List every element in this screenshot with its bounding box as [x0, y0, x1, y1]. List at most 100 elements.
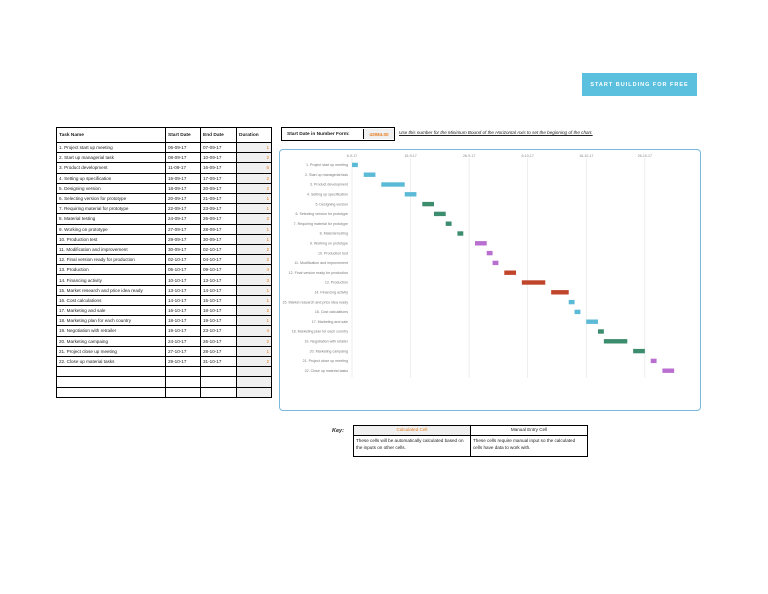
x-tick-label: 16-9-17: [404, 154, 416, 158]
start-date-cell[interactable]: 18-10-17: [165, 315, 201, 327]
start-date-cell[interactable]: 05-10-17: [165, 264, 201, 276]
start-date-cell[interactable]: 11-09-17: [165, 162, 201, 174]
task-name-cell[interactable]: 18. Marketing plan for each country: [56, 315, 166, 327]
start-date-cell[interactable]: [165, 376, 201, 388]
task-name-cell[interactable]: 22. Close up material tasks: [56, 355, 166, 368]
task-name-cell[interactable]: 2. Start up managerial task: [56, 152, 166, 164]
start-date-cell[interactable]: 22-09-17: [165, 203, 201, 215]
start-date-cell[interactable]: 20-09-17: [165, 192, 201, 205]
end-date-cell[interactable]: 28-09-17: [200, 223, 237, 235]
task-name-cell[interactable]: 20. Marketing campaing: [56, 335, 166, 347]
start-date-cell[interactable]: 08-09-17: [165, 152, 201, 164]
start-date-cell[interactable]: 29-09-17: [165, 233, 201, 245]
end-date-cell[interactable]: 07-09-17: [200, 141, 237, 154]
end-date-cell[interactable]: 31-10-17: [200, 355, 237, 368]
end-date-cell[interactable]: 04-10-17: [200, 254, 237, 266]
task-name-cell[interactable]: [56, 386, 166, 398]
table-row: 1. Project start up meeting 06-09-17 07-09…: [56, 141, 272, 154]
start-building-button[interactable]: START BUILDING FOR FREE: [582, 73, 697, 96]
start-date-cell[interactable]: 29-10-17: [165, 355, 201, 368]
end-date-cell[interactable]: 30-09-17: [200, 233, 237, 245]
end-date-cell[interactable]: [200, 386, 237, 398]
start-date-cell[interactable]: 10-10-17: [165, 274, 201, 286]
task-name-cell[interactable]: 13. Production: [56, 264, 166, 276]
gantt-bar: [492, 260, 499, 266]
end-date-cell[interactable]: 21-09-17: [200, 192, 237, 205]
y-category-label: 18. Marketing plan for each country: [292, 330, 349, 334]
end-date-cell[interactable]: 17-09-17: [200, 172, 237, 184]
gantt-bar: [434, 211, 446, 217]
start-date-cell[interactable]: 15-09-17: [165, 172, 201, 184]
task-name-cell[interactable]: 14. Financing activity: [56, 274, 166, 286]
task-name-cell[interactable]: 16. Cost calculations: [56, 294, 166, 307]
start-date-cell[interactable]: 19-10-17: [165, 325, 201, 337]
duration-cell: 1: [236, 223, 272, 235]
gantt-bar: [352, 162, 358, 168]
end-date-cell[interactable]: [200, 366, 237, 378]
start-date-cell[interactable]: 30-09-17: [165, 243, 201, 256]
task-name-cell[interactable]: 3. Product development: [56, 162, 166, 174]
end-date-cell[interactable]: 23-10-17: [200, 325, 237, 337]
end-date-cell[interactable]: 16-09-17: [200, 162, 237, 174]
start-date-cell[interactable]: 27-10-17: [165, 345, 201, 357]
end-date-cell[interactable]: 19-10-17: [200, 315, 237, 327]
table-row: 14. Financing activity 10-10-17 13-10-17 3: [56, 274, 272, 286]
end-date-cell[interactable]: 10-09-17: [200, 152, 237, 164]
end-date-cell[interactable]: 23-09-17: [200, 203, 237, 215]
end-date-cell[interactable]: 20-09-17: [200, 182, 237, 194]
task-name-cell[interactable]: 12. Final version ready for production: [56, 254, 166, 266]
start-date-cell[interactable]: 06-09-17: [165, 141, 201, 154]
y-category-label: 7. Requiring material for prototype: [294, 222, 348, 226]
task-name-cell[interactable]: [56, 366, 166, 378]
start-date-cell[interactable]: [165, 386, 201, 398]
y-category-label: 15. Market research and price idea ready: [282, 300, 348, 304]
start-date-value[interactable]: 42984.00: [363, 129, 394, 139]
end-date-cell[interactable]: 02-10-17: [200, 243, 237, 256]
gantt-bar: [475, 241, 487, 246]
duration-cell: 2: [236, 172, 272, 184]
task-name-cell[interactable]: [56, 376, 166, 388]
start-date-cell[interactable]: 27-09-17: [165, 223, 201, 235]
task-name-cell[interactable]: 15. Market research and price idea ready: [56, 284, 166, 296]
start-date-cell[interactable]: 13-10-17: [165, 284, 201, 296]
gantt-chart-svg: 6-9-17 16-9-17 26-9-17 6-10-17 16-10-17 26-10…: [282, 154, 675, 378]
end-date-cell[interactable]: 26-10-17: [200, 335, 237, 347]
task-name-cell[interactable]: 7. Requiring material for prototype: [56, 203, 166, 215]
task-name-cell[interactable]: 21. Project close up meeting: [56, 345, 166, 357]
duration-cell: 1: [236, 294, 272, 307]
start-date-cell[interactable]: 24-09-17: [165, 213, 201, 225]
start-date-cell[interactable]: [165, 366, 201, 378]
task-name-cell[interactable]: 17. Marketing and sale: [56, 304, 166, 317]
end-date-cell[interactable]: 14-10-17: [200, 284, 237, 296]
start-date-cell[interactable]: 18-09-17: [165, 182, 201, 194]
end-date-cell[interactable]: 26-09-17: [200, 213, 237, 225]
end-date-cell[interactable]: 09-10-17: [200, 264, 237, 276]
duration-cell: 4: [236, 264, 272, 276]
end-date-cell[interactable]: 18-10-17: [200, 304, 237, 317]
task-table: Task Name Start Date End Date Duration 1…: [56, 127, 272, 398]
start-date-cell[interactable]: 14-10-17: [165, 294, 201, 307]
task-name-cell[interactable]: 4. Setting up specification: [56, 172, 166, 184]
start-date-cell[interactable]: 16-10-17: [165, 304, 201, 317]
start-date-cell[interactable]: 24-10-17: [165, 335, 201, 347]
task-name-cell[interactable]: 19. Negotiation with retrailer: [56, 325, 166, 337]
end-date-cell[interactable]: 15-10-17: [200, 294, 237, 307]
start-date-label: Start Date in Number Form:: [287, 131, 350, 137]
y-category-label: 4. Setting up specification: [307, 193, 348, 197]
task-name-cell[interactable]: 10. Production test: [56, 233, 166, 245]
start-date-cell[interactable]: 02-10-17: [165, 254, 201, 266]
task-name-cell[interactable]: 9. Working on prototype: [56, 223, 166, 235]
task-name-cell[interactable]: 1. Project start up meeting: [56, 141, 166, 154]
task-name-cell[interactable]: 11. Modification and improvement: [56, 243, 166, 256]
y-category-label: 10. Production test: [318, 251, 348, 255]
x-tick-label: 16-10-17: [579, 154, 593, 158]
gantt-bar: [521, 280, 546, 285]
end-date-cell[interactable]: 28-10-17: [200, 345, 237, 357]
table-row: 12. Final version ready for production 02…: [56, 254, 272, 266]
task-name-cell[interactable]: 6. Selecting version for prototype: [56, 192, 166, 205]
task-name-cell[interactable]: 8. Material testing: [56, 213, 166, 225]
end-date-cell[interactable]: 13-10-17: [200, 274, 237, 286]
end-date-cell[interactable]: [200, 376, 237, 388]
table-row: 7. Requiring material for prototype 22-09…: [56, 203, 272, 215]
task-name-cell[interactable]: 5. Designing version: [56, 182, 166, 194]
